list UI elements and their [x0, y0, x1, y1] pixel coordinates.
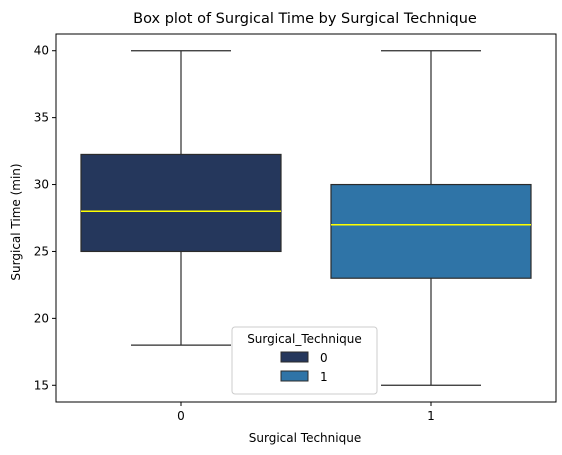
legend-label-1: 1 — [320, 370, 328, 384]
iqr-box — [80, 153, 282, 253]
box-group-1 — [330, 50, 532, 386]
x-tick-label: 1 — [427, 409, 435, 423]
y-tick-label: 15 — [34, 378, 49, 392]
box-group-0 — [80, 50, 282, 346]
y-tick-label: 35 — [34, 111, 49, 125]
legend-label-0: 0 — [320, 351, 328, 365]
axes-frame — [55, 33, 557, 403]
y-tick-label: 25 — [34, 244, 49, 258]
x-axis-label: Surgical Technique — [249, 431, 361, 445]
legend-title: Surgical_Technique — [247, 332, 362, 346]
y-tick-label: 30 — [34, 178, 49, 192]
y-tick-label: 40 — [34, 44, 49, 58]
legend-swatch-0 — [280, 351, 309, 363]
x-tick-label: 0 — [177, 409, 185, 423]
y-tick-label: 20 — [34, 311, 49, 325]
y-axis-label: Surgical Time (min) — [9, 163, 23, 280]
plot-area: 15 20 25 30 35 40 0 1 — [34, 33, 557, 423]
legend-swatch-1 — [280, 370, 309, 382]
legend: Surgical_Technique 0 1 — [231, 326, 378, 395]
iqr-box — [330, 183, 532, 279]
chart-title: Box plot of Surgical Time by Surgical Te… — [133, 11, 477, 27]
